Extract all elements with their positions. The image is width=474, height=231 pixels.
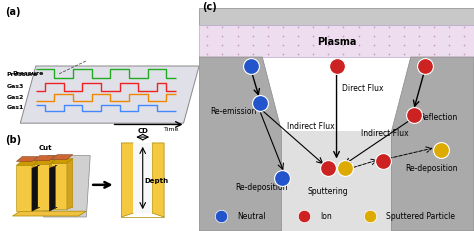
Text: Gas2: Gas2 bbox=[7, 95, 24, 100]
Point bbox=[333, 65, 340, 69]
Text: Sputtering: Sputtering bbox=[308, 186, 348, 195]
Text: CD: CD bbox=[137, 128, 148, 134]
Text: Pressure: Pressure bbox=[7, 72, 38, 77]
Bar bbox=[199, 25, 474, 58]
Text: (a): (a) bbox=[5, 7, 20, 17]
Polygon shape bbox=[17, 161, 38, 166]
Text: Indirect Flux: Indirect Flux bbox=[361, 128, 409, 137]
Polygon shape bbox=[51, 155, 73, 160]
Text: Pressure: Pressure bbox=[12, 71, 44, 76]
Point bbox=[437, 148, 445, 152]
Text: Neutral: Neutral bbox=[237, 212, 266, 220]
Text: Indirect Flux: Indirect Flux bbox=[287, 122, 335, 130]
Text: Gas1: Gas1 bbox=[7, 105, 24, 110]
Point bbox=[366, 214, 374, 218]
Polygon shape bbox=[34, 160, 55, 165]
Text: Gas3: Gas3 bbox=[7, 84, 24, 89]
Point bbox=[341, 167, 348, 170]
Point bbox=[256, 102, 264, 106]
Polygon shape bbox=[121, 143, 133, 217]
Polygon shape bbox=[12, 211, 86, 216]
Text: Direct Flux: Direct Flux bbox=[342, 83, 383, 92]
Point bbox=[247, 65, 255, 69]
Polygon shape bbox=[152, 143, 164, 217]
Point bbox=[380, 160, 387, 164]
Text: Re-deposition: Re-deposition bbox=[405, 163, 458, 172]
Text: Time: Time bbox=[164, 126, 180, 131]
Text: Plasma: Plasma bbox=[317, 36, 356, 47]
Polygon shape bbox=[32, 166, 40, 211]
Text: Depth: Depth bbox=[145, 177, 169, 183]
Polygon shape bbox=[44, 156, 90, 217]
Text: Cut: Cut bbox=[39, 144, 52, 150]
Text: (c): (c) bbox=[202, 2, 217, 12]
Polygon shape bbox=[17, 166, 32, 211]
Text: Reflection: Reflection bbox=[419, 112, 457, 121]
Text: Ion: Ion bbox=[320, 212, 332, 220]
Polygon shape bbox=[133, 143, 152, 213]
Polygon shape bbox=[67, 159, 73, 209]
Polygon shape bbox=[17, 157, 38, 162]
Polygon shape bbox=[199, 58, 282, 231]
Point bbox=[300, 214, 307, 218]
Point bbox=[325, 167, 332, 170]
Point bbox=[217, 214, 225, 218]
Polygon shape bbox=[51, 164, 67, 209]
Polygon shape bbox=[32, 161, 38, 211]
Polygon shape bbox=[34, 156, 55, 161]
Polygon shape bbox=[49, 166, 57, 211]
Polygon shape bbox=[20, 67, 199, 124]
Polygon shape bbox=[392, 58, 474, 231]
Point bbox=[410, 114, 417, 117]
Point bbox=[421, 65, 428, 69]
Polygon shape bbox=[51, 159, 73, 164]
Text: Sputtered Particle: Sputtered Particle bbox=[386, 212, 455, 220]
Text: (b): (b) bbox=[5, 135, 21, 145]
Text: Re-deposition: Re-deposition bbox=[235, 183, 287, 191]
Point bbox=[278, 176, 285, 180]
Polygon shape bbox=[282, 132, 392, 231]
Text: Re-emission: Re-emission bbox=[210, 106, 256, 115]
Bar bbox=[199, 9, 474, 25]
Polygon shape bbox=[34, 165, 49, 210]
Polygon shape bbox=[49, 160, 55, 210]
